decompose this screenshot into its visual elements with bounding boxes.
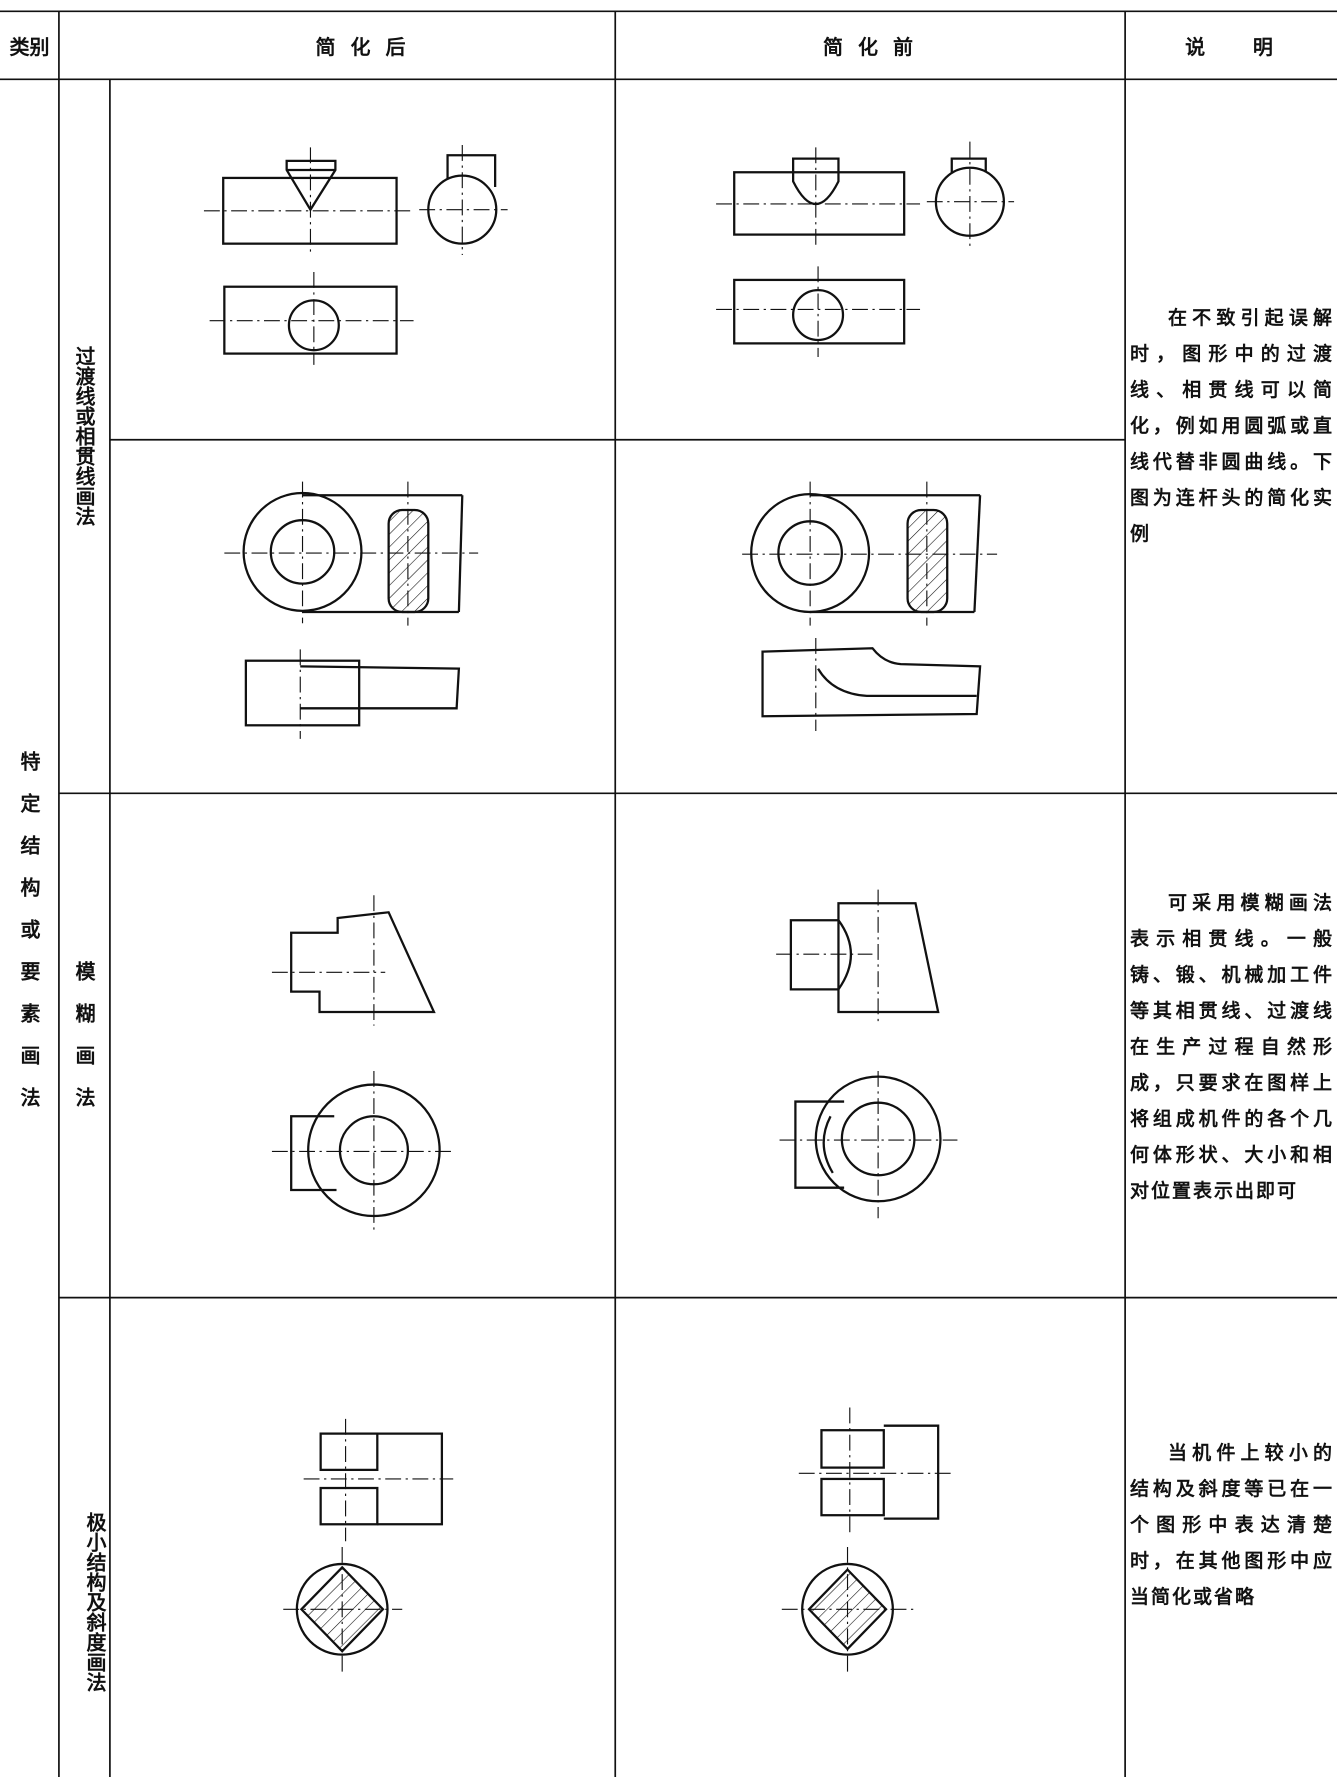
drawing-before-3 [776, 889, 958, 1219]
row-note: 可采用模糊画法表示相贯线。一般铸、锻、机械加工件等其相贯线、过渡线在生产过程自然… [1130, 892, 1334, 1202]
drawing-stroke [319, 1432, 379, 1472]
drawing-stroke [285, 159, 337, 212]
row-label: 模糊画法 [72, 961, 96, 1129]
drawing-after-2 [224, 481, 479, 739]
drawing-stroke [822, 1115, 834, 1174]
drawing-stroke [820, 1429, 885, 1469]
row-note: 在不致引起误解时，图形中的过渡线、相贯线可以简化，例如用圆弧或直线代替非圆曲线。… [1130, 307, 1334, 545]
header-note: 说 明 [1185, 34, 1277, 59]
drawing-stroke [290, 911, 436, 1014]
table-grid [0, 10, 1337, 1777]
drawing-stroke [837, 902, 940, 1014]
drawing-stroke [950, 157, 987, 173]
header-after: 简 化 后 [315, 34, 410, 59]
drawing-before-2 [742, 481, 998, 731]
drawing-after-1 [203, 145, 508, 365]
drawing-stroke [817, 668, 977, 697]
group-label: 特定结构或要素画法 [17, 751, 41, 1129]
row-label: 极小结构及斜度画法 [83, 1512, 107, 1692]
drawing-stroke [733, 278, 906, 345]
drawing-stroke [883, 1424, 940, 1520]
drawing-before-4 [781, 1407, 952, 1676]
drawing-before-1 [716, 141, 1015, 357]
drawing-stroke [457, 495, 464, 613]
drawing-stroke [290, 1115, 337, 1192]
drawing-stroke [820, 1477, 885, 1517]
drawing-stroke [300, 665, 461, 710]
drawing-stroke [794, 1100, 845, 1189]
drawing-stroke [446, 154, 497, 187]
row-note: 当机件上较小的结构及斜度等已在一个图形中表达清楚时，在其他图形中应当简化或省略 [1130, 1442, 1334, 1608]
drawing-stroke [319, 1486, 379, 1526]
drawing-after-3 [271, 895, 454, 1230]
drawing-stroke [244, 659, 361, 727]
drawing-stroke [789, 919, 852, 991]
header-before: 简 化 前 [823, 34, 917, 59]
drawing-stroke [973, 495, 982, 613]
row-label: 过渡线或相贯线画法 [72, 346, 96, 526]
drawing-stroke [761, 647, 982, 718]
drawing-stroke [733, 171, 906, 236]
drawing-stroke [792, 288, 845, 342]
drawing-after-4 [283, 1418, 454, 1672]
header-category: 类别 [9, 34, 50, 59]
